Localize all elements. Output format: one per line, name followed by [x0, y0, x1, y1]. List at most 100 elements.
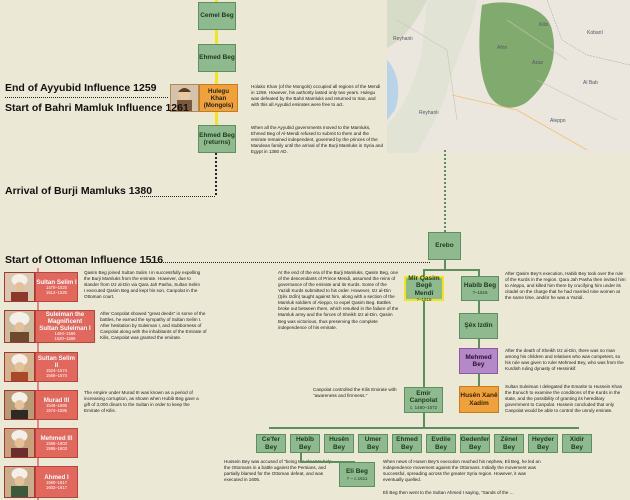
era-divider-1 — [5, 97, 168, 98]
portrait-suleiman-i — [4, 310, 35, 343]
sultan-card-5[interactable]: Mehmed III 1566–1603 1595–1603 — [35, 428, 78, 458]
tree-line-husen-eli — [300, 450, 302, 462]
node-son-8[interactable]: Zênel Bey — [494, 434, 524, 453]
sultan-years-6: 1590–1617 1603–1617 — [46, 479, 67, 490]
portrait-murad-iii-art — [5, 391, 34, 419]
sultan-name-3: Sultan Selim II — [37, 355, 76, 370]
node-husen-xane[interactable]: Husên Xanê Xadim — [459, 386, 499, 413]
node-habib[interactable]: Habib Beg ?–1516 — [461, 276, 499, 301]
tree-line-right-column — [478, 300, 480, 392]
node-eli-beg[interactable]: Eli Beg ? – c.1611 — [339, 462, 375, 487]
hulegu-portrait — [170, 84, 199, 112]
node-son-3-label: Husên Bey — [329, 436, 349, 451]
sultan-card-4[interactable]: Murad III 1546–1595 1574–1595 — [35, 390, 78, 420]
sultan-card-3[interactable]: Sultan Selim II 1524–1574 1566–1574 — [35, 352, 78, 382]
sultan-name-2: Suleiman the Magnificent Sultan Suleiman… — [39, 310, 91, 333]
note-ayyubid-governments: When all the Ayyubid governments moved t… — [251, 125, 384, 155]
portrait-selim-ii — [4, 352, 35, 382]
node-son-10-label: Xidir Bey — [569, 436, 585, 451]
node-canpolat-label: Emir Canpolat — [409, 389, 438, 405]
sultan-name-5: Mehmed III — [40, 434, 73, 442]
node-ehmed-beg-returns[interactable]: Ehmed Beg (returns) — [198, 125, 236, 153]
node-son-8-label: Zênel Bey — [500, 436, 518, 451]
sultan-card-2[interactable]: Suleiman the Magnificent Sultan Suleiman… — [35, 310, 95, 343]
hulegu-name: Hulegu Khan — [208, 87, 229, 102]
node-son-5[interactable]: Ehmed Bey — [392, 434, 422, 453]
era-burji: Arrival of Burji Mamluks 1380 — [5, 185, 153, 197]
node-ehmed-beg-returns-label: Ehmed Beg — [199, 131, 235, 139]
note-burji-rule: At the end of the era of the Burji Mamlu… — [278, 270, 399, 330]
sultan-card-6[interactable]: Ahmed I 1590–1617 1603–1617 — [35, 466, 78, 498]
tree-line-canpolat-sons — [423, 413, 425, 427]
note-murad: The empire under Murad III was known as … — [84, 390, 199, 414]
portrait-selim-ii-art — [5, 353, 34, 381]
era-bahri-start: Start of Bahri Mamluk Influence 1261 — [5, 102, 189, 114]
node-eli-beg-label: Eli Beg — [345, 468, 369, 476]
node-sex-izdin[interactable]: Şêx Izdîn — [459, 313, 498, 339]
note-suleiman: After Canpolat showed "great deeds" in s… — [100, 311, 207, 341]
portrait-murad-iii — [4, 390, 35, 420]
portrait-ahmed-i-art — [5, 467, 34, 497]
node-son-4-label: Umer Bey — [364, 436, 382, 451]
node-cemel-beg-label: Cemel Beg — [200, 12, 234, 20]
era-ayyubid-end: End of Ayyubid Influence 1259 — [5, 82, 157, 94]
node-erebo[interactable]: Erebo — [428, 232, 461, 260]
map-label-kobani: Kobanî — [587, 30, 603, 36]
region-map[interactable]: Kilis Azaz Afrin Aleppo Reyhanlı Reyhanl… — [387, 0, 630, 153]
node-habib-years: ?–1516 — [472, 289, 488, 295]
timeline-line-top — [215, 0, 218, 148]
node-son-6[interactable]: Evdile Bey — [426, 434, 456, 453]
node-erebo-label: Erebo — [435, 242, 454, 250]
hulegu-sub: (Mongols) — [203, 101, 234, 109]
portrait-mehmed-iii — [4, 428, 35, 458]
node-son-4[interactable]: Umer Bey — [358, 434, 388, 453]
note-sultan-suleiman-delegation: Sultan Suleiman I delegated the Emarite … — [505, 384, 623, 414]
map-label-aleppo: Aleppo — [550, 118, 566, 124]
node-canpolat[interactable]: Emir Canpolat c. 1480–1572 — [404, 387, 443, 413]
note-selim: Qasim Beg joined Sultan Salim I in succe… — [84, 270, 201, 300]
sultan-years-5: 1566–1603 1595–1603 — [46, 440, 67, 451]
node-ehmed-beg[interactable]: Ehmed Beg — [198, 44, 236, 72]
tree-link-top — [444, 150, 448, 232]
note-hussein: Hussein Bey was accused of "being too sl… — [224, 459, 332, 483]
hulegu-card[interactable]: Hulegu Khan (Mongols) — [199, 84, 238, 112]
map-label-reyhanli-2: Reyhanlı — [393, 36, 413, 42]
note-habib: After Qasim Bey's execution, Habib Bey t… — [505, 271, 626, 301]
portrait-suleiman-i-art — [5, 311, 34, 342]
node-son-6-label: Evdile Bey — [431, 436, 451, 451]
tree-line-to-qasim — [423, 269, 425, 277]
sultan-card-1[interactable]: Sultan Selim I 1470–1520 1512–1520 — [35, 272, 78, 302]
node-son-7[interactable]: Gedenfer Bey — [460, 434, 490, 453]
map-terrain — [387, 0, 630, 153]
era-divider-2 — [140, 196, 215, 197]
node-son-5-label: Ehmed Bey — [396, 436, 418, 451]
node-canpolat-years: c. 1480–1572 — [409, 404, 438, 410]
tree-line-to-habib — [478, 269, 480, 277]
note-mehmed: After the death of Sheikh Izz al-Din, th… — [505, 348, 624, 372]
node-habib-label: Habib Beg — [463, 282, 497, 290]
node-son-3[interactable]: Husên Bey — [324, 434, 354, 453]
tree-line-erebo-split — [423, 269, 479, 271]
map-label-afrin: Afrin — [497, 45, 508, 51]
node-son-1-label: Ce'fer Bey — [261, 436, 281, 451]
node-eli-beg-years: ? – c.1611 — [346, 475, 368, 481]
node-son-9[interactable]: Heyder Bey — [528, 434, 558, 453]
note-canpolat: Canpolat controlled the Kilis Emirate wi… — [313, 387, 397, 399]
note-eli-beg: When news of Husen Bey's execution reach… — [383, 459, 541, 483]
node-cemel-beg[interactable]: Cemel Beg — [198, 2, 236, 30]
node-son-9-label: Heyder Bey — [531, 436, 555, 451]
node-son-1[interactable]: Ce'fer Bey — [256, 434, 286, 453]
sultan-years-2: 1494–1566 1520–1566 — [54, 331, 76, 342]
tree-line-sons-bar — [269, 427, 579, 429]
tree-line-erebo-down — [444, 260, 446, 270]
sultan-years-3: 1524–1574 1566–1574 — [46, 368, 67, 379]
node-son-2[interactable]: Hebîb Bey — [290, 434, 320, 453]
node-son-7-label: Gedenfer Bey — [460, 436, 490, 451]
node-son-10[interactable]: Xidir Bey — [562, 434, 592, 453]
node-ehmed-beg-returns-sub: (returns) — [203, 139, 231, 146]
node-qasim[interactable]: Mîr Qasim Begê Mendî ?–1516 — [404, 275, 444, 302]
sultan-name-1: Sultan Selim I — [36, 278, 77, 286]
node-mehmed-bey[interactable]: Mehmed Bey — [459, 348, 498, 374]
note-hulegu: Holako Khan (of the Mongols) occupied al… — [251, 84, 381, 108]
portrait-selim-i-art — [5, 273, 34, 301]
